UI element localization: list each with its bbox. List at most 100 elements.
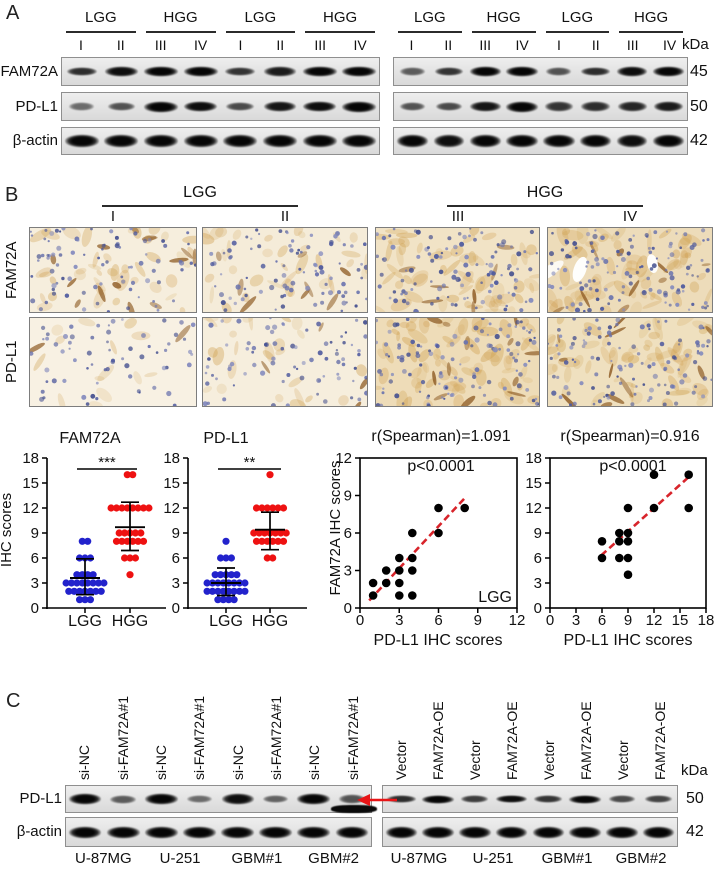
data-point <box>408 528 417 538</box>
data-point-HGG <box>252 537 261 545</box>
p-value: p<0.0001 <box>407 458 474 475</box>
data-point-LGG <box>84 571 92 579</box>
grade-underline <box>545 31 610 33</box>
protein-band <box>338 794 366 804</box>
protein-band <box>144 825 178 839</box>
x-tick-label: 6 <box>434 612 442 629</box>
protein-band <box>544 101 573 112</box>
correlation-title: r(Spearman)=1.091 <box>371 428 510 445</box>
data-point <box>684 503 693 513</box>
grade-numeral: I <box>110 208 116 225</box>
ihc-tissue-image <box>203 228 367 312</box>
ihc-image-FAM72A-grade-I <box>29 227 197 313</box>
data-point-HGG <box>263 537 271 545</box>
cell-line-label: U-87MG <box>75 850 132 867</box>
kda-unit-c: kDa <box>681 762 708 779</box>
x-tick-label: 12 <box>509 612 526 629</box>
protein-band <box>69 102 95 111</box>
data-point-HGG <box>129 471 137 479</box>
data-point-LGG <box>76 596 84 604</box>
lane-label: si-FAM72A#1 <box>114 695 131 780</box>
panel-c-label: C <box>6 690 21 712</box>
data-point <box>615 528 624 538</box>
ihc-tissue-image <box>548 318 712 406</box>
protein-band <box>335 825 369 839</box>
data-point-HGG <box>282 529 290 537</box>
y-tick-label: 0 <box>534 600 542 617</box>
data-point <box>623 503 633 513</box>
protein-band <box>104 66 139 77</box>
data-point-LGG <box>78 571 86 579</box>
y-tick-label: 18 <box>525 450 542 467</box>
lane-grade-numeral: IV <box>515 37 529 53</box>
protein-band <box>68 793 102 805</box>
protein-band <box>104 134 139 148</box>
grade-label: HGG <box>486 9 521 26</box>
lane-label: si-FAM72A#1 <box>268 695 285 780</box>
blot-strip-β-actin <box>61 127 380 155</box>
protein-band <box>259 825 293 839</box>
protein-band <box>569 825 601 839</box>
y-tick-label: 6 <box>172 550 180 567</box>
data-point-HGG <box>123 471 131 479</box>
data-point-HGG <box>250 529 258 537</box>
x-tick-label: 0 <box>356 612 364 629</box>
protein-band <box>144 793 178 805</box>
data-point-LGG <box>76 587 84 595</box>
x-tick-label: 0 <box>546 612 554 629</box>
molecular-weight: 50 <box>690 97 708 115</box>
protein-band <box>461 795 489 803</box>
protein-band <box>385 825 418 839</box>
trend-line <box>600 474 692 557</box>
y-tick-label: 18 <box>163 450 180 467</box>
cell-line-label: U-251 <box>159 850 201 867</box>
data-point-LGG <box>84 537 92 545</box>
protein-band <box>183 825 216 839</box>
y-tick-label: 15 <box>163 475 180 492</box>
protein-band <box>608 795 635 803</box>
protein-band <box>399 101 425 112</box>
x-category-label: LGG <box>209 613 243 630</box>
data-point-HGG <box>261 529 269 537</box>
protein-band <box>187 794 212 804</box>
chart-title: FAM72A <box>59 430 121 447</box>
lane-grade-numeral: II <box>116 37 125 53</box>
grade-underline <box>471 31 536 33</box>
lane-grade-numeral: II <box>591 37 600 53</box>
data-point-HGG <box>255 529 263 537</box>
protein-band <box>652 66 685 77</box>
kda-unit-a: kDa <box>682 36 709 53</box>
data-point <box>597 537 607 546</box>
extra-protein-band <box>330 805 377 813</box>
protein-band <box>581 66 610 77</box>
data-point <box>649 503 659 513</box>
data-point <box>649 470 659 479</box>
ihc-tissue-image <box>376 228 539 312</box>
data-point-HGG <box>274 537 282 545</box>
data-point-HGG <box>258 504 266 512</box>
y-tick-label: 15 <box>525 475 542 492</box>
x-tick-label: 15 <box>672 612 689 629</box>
lane-label: FAM72A-OE <box>429 701 446 780</box>
data-point-LGG <box>208 587 217 595</box>
x-tick-label: 9 <box>474 612 482 629</box>
lane-grade-numeral: I <box>409 37 414 53</box>
data-point <box>623 537 633 546</box>
data-point-LGG <box>230 596 238 604</box>
grade-label: HGG <box>323 9 358 26</box>
grade-label: LGG <box>244 9 277 26</box>
lane-grade-numeral: I <box>556 37 561 53</box>
data-point-HGG <box>131 529 139 537</box>
molecular-weight: 42 <box>686 823 704 840</box>
lane-grade-numeral: IV <box>193 37 208 53</box>
data-point-HGG <box>258 537 266 545</box>
data-point-LGG <box>217 571 225 579</box>
data-point-HGG <box>118 537 126 545</box>
y-tick-label: 3 <box>534 575 542 592</box>
data-point-LGG <box>227 554 235 562</box>
significance-stars: *** <box>98 454 116 471</box>
protein-band <box>263 66 296 77</box>
data-point-HGG <box>126 554 134 562</box>
ihc-tissue-image <box>30 228 196 312</box>
protein-band <box>302 100 337 113</box>
